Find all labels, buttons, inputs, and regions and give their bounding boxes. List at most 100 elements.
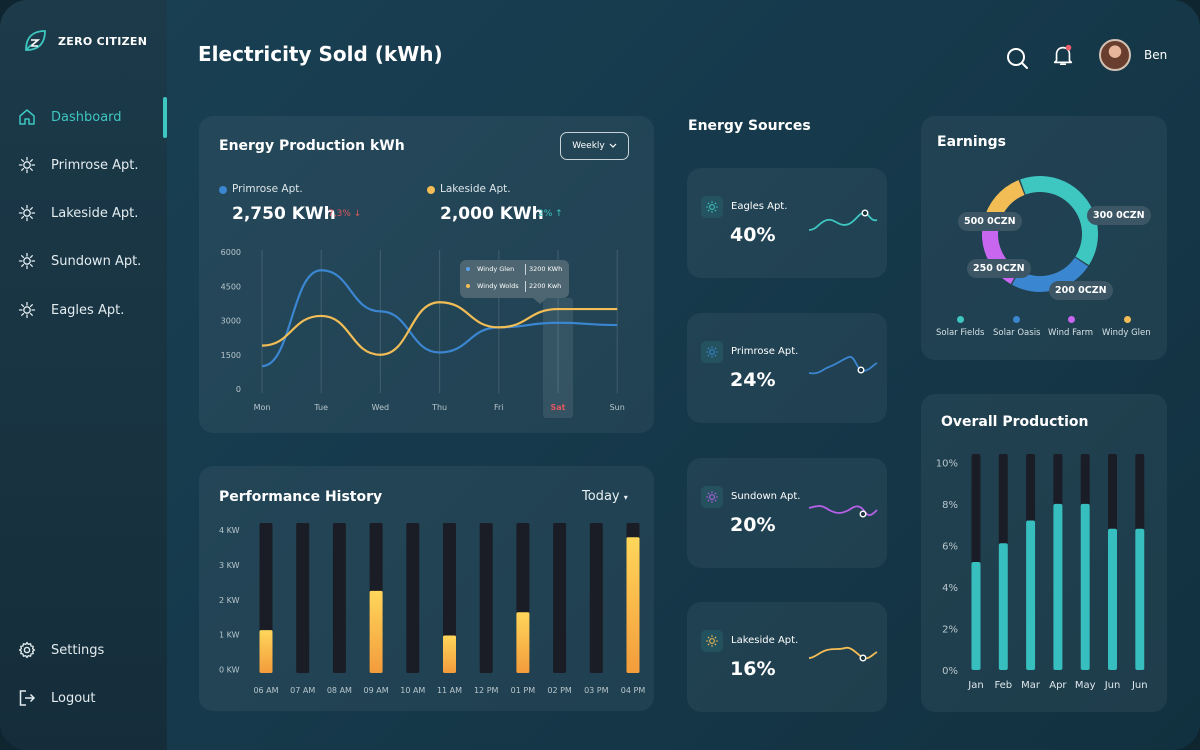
sidebar-item-label: Dashboard	[51, 109, 122, 125]
brand[interactable]: ZERO CITIZEN	[22, 28, 147, 54]
sparkline-path	[808, 356, 878, 375]
sidebar-item-label: Lakeside Apt.	[51, 205, 139, 221]
x-tick-label: 11 AM	[437, 686, 462, 695]
energy-source-card[interactable]: Sundown Apt. 20%	[687, 458, 887, 568]
bar-value	[516, 612, 530, 673]
y-tick-label: 0	[236, 385, 241, 394]
caret-down-icon: ▾	[623, 493, 628, 502]
sun-glyph	[706, 201, 718, 213]
performance-history-card	[199, 466, 654, 711]
bell-icon[interactable]	[1051, 43, 1075, 67]
bar-value	[971, 562, 981, 670]
sparkline-path	[808, 505, 878, 516]
energy-production-card	[199, 116, 654, 433]
legend-dot-wind-farm	[1068, 316, 1075, 323]
x-tick-label: 06 AM	[253, 686, 278, 695]
sun-ray	[21, 263, 25, 267]
sun-ray	[707, 209, 710, 212]
performance-history-title: Performance History	[219, 489, 383, 505]
bar-track	[332, 523, 346, 673]
tooltip-divider	[525, 281, 526, 292]
y-tick-label: 4 KW	[219, 526, 240, 535]
sun-icon	[18, 156, 36, 174]
sparkline-marker	[859, 510, 867, 518]
x-tick-label: Jun	[1131, 680, 1148, 691]
series-line-primrose	[261, 269, 618, 368]
x-tick-label: 12 PM	[474, 686, 499, 695]
legend-label-primrose: Primrose Apt.	[232, 183, 303, 195]
bar-value	[626, 537, 640, 673]
bar-value	[1108, 528, 1117, 670]
tooltip-dot-1	[466, 267, 470, 271]
sidebar-item-logout[interactable]: Logout	[18, 689, 96, 707]
source-name: Sundown Apt.	[731, 491, 801, 502]
sun-icon	[18, 301, 36, 319]
sidebar-item-lakeside[interactable]: Lakeside Apt.	[18, 204, 138, 222]
sun-core	[709, 349, 715, 355]
sparkline-marker	[861, 209, 869, 217]
sun-ray	[714, 209, 717, 212]
x-tick-label: Thu	[431, 403, 447, 412]
y-tick-label: 2%	[942, 624, 958, 635]
x-tick-label: Fri	[494, 403, 504, 412]
avatar[interactable]	[1099, 39, 1131, 71]
sun-ray	[21, 159, 25, 163]
overall-production-title: Overall Production	[941, 414, 1089, 430]
x-tick-label: 07 AM	[290, 686, 315, 695]
legend-dot-solar-oasis	[1013, 316, 1020, 323]
bar-value	[443, 635, 456, 673]
sidebar-item-label: Primrose Apt.	[51, 157, 139, 173]
legend-dot-primrose	[219, 186, 227, 194]
bar-value	[1053, 503, 1063, 670]
overall-production-card	[921, 394, 1167, 712]
sun-ray	[29, 263, 33, 267]
sun-ray	[714, 347, 717, 350]
x-tick-label: Feb	[994, 680, 1012, 691]
source-sparkline	[808, 646, 878, 662]
period-select[interactable]: Weekly	[560, 132, 629, 160]
sun-glyph	[706, 491, 718, 503]
energy-source-card[interactable]: Primrose Apt. 24%	[687, 313, 887, 423]
user-name[interactable]: Ben	[1144, 48, 1168, 62]
sparkline-marker	[859, 654, 867, 662]
sidebar-item-primrose[interactable]: Primrose Apt.	[18, 156, 139, 174]
sun-ray	[714, 643, 717, 646]
energy-production-title: Energy Production kWh	[219, 138, 405, 154]
sun-icon	[701, 341, 723, 363]
sun-ray	[21, 312, 25, 316]
x-tick-label: Jun	[1104, 680, 1121, 691]
sun-icon	[701, 196, 723, 218]
sun-ray	[29, 215, 33, 219]
notification-badge	[1065, 44, 1072, 51]
legend-windy-glen: Windy Glen	[1102, 328, 1151, 338]
sidebar-item-eagles[interactable]: Eagles Apt.	[18, 301, 124, 319]
earnings-label-solar-fields: 500 0CZN	[958, 212, 1022, 231]
search-icon[interactable]	[1005, 46, 1029, 70]
sun-ray	[21, 207, 25, 211]
sidebar-item-settings[interactable]: Settings	[18, 641, 104, 659]
primrose-delta: 7,3% ↓	[328, 209, 361, 219]
sidebar-item-sundown[interactable]: Sundown Apt.	[18, 252, 141, 270]
tooltip-dot-2	[466, 284, 470, 288]
sun-core	[23, 306, 31, 314]
x-tick-label: 02 PM	[547, 686, 572, 695]
sun-ray	[714, 492, 717, 495]
primrose-total: 2,750 KWh	[232, 204, 336, 224]
y-tick-label: 0%	[942, 666, 958, 677]
bar-value	[1080, 503, 1090, 670]
x-tick-label: Mon	[254, 403, 271, 412]
x-tick-label: 10 AM	[400, 686, 425, 695]
sun-glyph	[706, 635, 718, 647]
source-percent: 24%	[730, 369, 776, 391]
series-line-lakeside	[261, 301, 618, 356]
sun-ray	[29, 304, 33, 308]
performance-period-select[interactable]: Today ▾	[582, 489, 628, 504]
energy-source-card[interactable]: Lakeside Apt. 16%	[687, 602, 887, 712]
source-name: Primrose Apt.	[731, 346, 799, 357]
sun-icon	[701, 486, 723, 508]
energy-source-card[interactable]: Eagles Apt. 40%	[687, 168, 887, 278]
sun-ray	[707, 636, 710, 639]
sun-ray	[21, 304, 25, 308]
sidebar-item-dashboard[interactable]: Dashboard	[18, 108, 122, 126]
